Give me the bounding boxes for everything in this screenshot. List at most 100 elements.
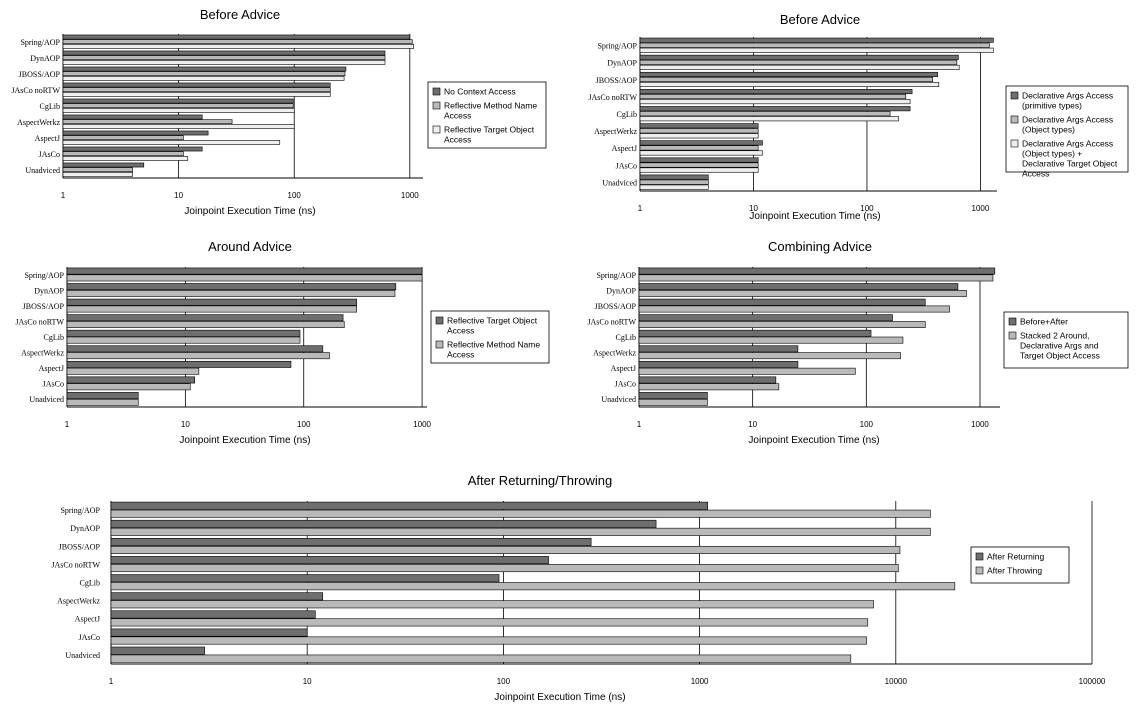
category-label: JBOSS/AOP bbox=[19, 70, 61, 79]
bar-aspectwerkz-reflective-target-object-access bbox=[62, 124, 295, 129]
x-axis-label: Joinpoint Execution Time (ns) bbox=[179, 435, 310, 446]
legend-swatch bbox=[1010, 115, 1019, 124]
category-label: JBOSS/AOP bbox=[596, 76, 638, 85]
x-tick-label: 100000 bbox=[1079, 677, 1106, 686]
category-label: CgLib bbox=[44, 333, 64, 342]
category-label: JAsCo noRTW bbox=[51, 560, 100, 569]
bar-dynaop-after-throwing bbox=[110, 527, 931, 536]
bar-dynaop-no-context-access bbox=[62, 50, 386, 56]
category-label: AspectJ bbox=[35, 134, 60, 143]
bar-aspectwerkz-stacked-2-around-declarative-args-and-target-object-access bbox=[638, 352, 901, 360]
x-tick-label: 1000 bbox=[691, 677, 709, 686]
category-label: AspectJ bbox=[39, 364, 64, 373]
category-label: AspectJ bbox=[612, 144, 637, 153]
x-tick-label: 10 bbox=[748, 420, 757, 429]
bar-jboss-aop-declarative-args-access-object-types bbox=[639, 76, 934, 82]
bar-jboss-aop-reflective-target-object-access bbox=[66, 298, 357, 306]
chart-title: After Returning/Throwing bbox=[468, 473, 613, 488]
chart-title: Around Advice bbox=[208, 239, 292, 254]
bar-jasco-nortw-after-returning bbox=[110, 556, 549, 565]
legend-label: No Context Access bbox=[444, 87, 516, 97]
bar-cglib-declarative-args-access-object-types bbox=[639, 111, 891, 117]
bar-aspectj-declarative-args-access-object-types-declarative-target-object-access bbox=[639, 150, 763, 156]
bar-unadviced-after-returning bbox=[110, 646, 205, 655]
x-axis-label: Joinpoint Execution Time (ns) bbox=[184, 206, 315, 217]
bar-unadviced-declarative-args-access-object-types bbox=[639, 179, 709, 185]
bar-jasco-before-after bbox=[638, 376, 777, 384]
category-label: Unadviced bbox=[602, 178, 637, 187]
bar-aspectwerkz-declarative-args-access-primitive-types bbox=[639, 123, 759, 129]
bar-dynaop-declarative-args-access-primitive-types bbox=[639, 54, 959, 60]
bar-dynaop-before-after bbox=[638, 283, 959, 291]
bar-cglib-reflective-target-object-access bbox=[62, 108, 295, 113]
bar-dynaop-after-returning bbox=[110, 519, 657, 528]
legend-swatch bbox=[975, 566, 984, 575]
bar-aspectj-stacked-2-around-declarative-args-and-target-object-access bbox=[638, 367, 856, 375]
legend-swatch bbox=[975, 552, 984, 561]
category-label: AspectJ bbox=[611, 364, 636, 373]
category-label: JBOSS/AOP bbox=[595, 302, 637, 311]
bar-spring-aop-reflective-target-object-access bbox=[62, 44, 414, 49]
bar-dynaop-reflective-method-name-access bbox=[66, 290, 396, 297]
x-tick-label: 1 bbox=[65, 420, 70, 429]
bar-dynaop-stacked-2-around-declarative-args-and-target-object-access bbox=[638, 290, 967, 297]
chart-title: Before Advice bbox=[780, 12, 860, 27]
bar-dynaop-reflective-target-object-access bbox=[66, 283, 397, 291]
x-axis-label: Joinpoint Execution Time (ns) bbox=[748, 435, 879, 446]
category-label: JBOSS/AOP bbox=[59, 542, 101, 551]
legend-label: Reflective Target Object Access bbox=[447, 316, 538, 336]
bar-spring-aop-declarative-args-access-primitive-types bbox=[639, 37, 994, 43]
bar-cglib-declarative-args-access-primitive-types bbox=[639, 106, 911, 112]
category-label: Unadviced bbox=[25, 166, 60, 175]
category-label: CgLib bbox=[617, 110, 637, 119]
bar-jasco-nortw-stacked-2-around-declarative-args-and-target-object-access bbox=[638, 321, 926, 328]
bar-jasco-nortw-reflective-target-object-access bbox=[62, 92, 331, 97]
chart-title: Before Advice bbox=[200, 7, 280, 22]
bar-jasco-declarative-args-access-object-types bbox=[639, 162, 759, 168]
category-label: Unadviced bbox=[65, 651, 100, 660]
category-label: Spring/AOP bbox=[20, 38, 60, 47]
bar-jasco-nortw-before-after bbox=[638, 314, 893, 322]
chart-4: Combining Advice 1 10 100 1000 Joinpoint Exec… bbox=[587, 239, 1129, 446]
bar-aspectwerkz-reflective-target-object-access bbox=[66, 345, 324, 353]
bar-unadviced-reflective-method-name-access bbox=[62, 167, 133, 173]
category-label: JAsCo noRTW bbox=[587, 317, 636, 326]
x-tick-label: 1000 bbox=[401, 191, 419, 200]
category-label: JAsCo bbox=[616, 161, 637, 170]
category-label: Spring/AOP bbox=[597, 42, 637, 51]
bar-jboss-aop-after-returning bbox=[110, 538, 592, 546]
x-tick-label: 1 bbox=[638, 204, 643, 213]
legend: Reflective Target Object Access Reflective… bbox=[430, 310, 550, 364]
bar-cglib-after-returning bbox=[110, 574, 500, 583]
bar-dynaop-reflective-target-object-access bbox=[62, 60, 386, 65]
bar-jasco-reflective-method-name-access bbox=[66, 383, 191, 391]
chart-2: Before Advice 1 10 100 1000 Joinpoint Executi… bbox=[588, 12, 1129, 222]
bar-jasco-after-returning bbox=[110, 628, 308, 637]
x-tick-label: 10000 bbox=[885, 677, 908, 686]
bar-spring-aop-after-throwing bbox=[110, 509, 931, 518]
bar-cglib-before-after bbox=[638, 329, 872, 337]
legend-box bbox=[970, 546, 1070, 584]
bar-jasco-nortw-declarative-args-access-object-types bbox=[639, 94, 907, 100]
bar-unadviced-reflective-target-object-access bbox=[62, 172, 133, 177]
category-label: JBOSS/AOP bbox=[23, 302, 65, 311]
legend-swatch bbox=[1010, 91, 1019, 100]
legend: After Returning After Throwing bbox=[970, 546, 1070, 584]
chart-3: Around Advice 1 10 100 1000 Joinpoint Executi… bbox=[15, 239, 550, 446]
bar-jboss-aop-no-context-access bbox=[62, 66, 347, 72]
chart-5: After Returning/Throwing 1 10 100 1000 10000 1… bbox=[51, 473, 1106, 703]
bar-jasco-nortw-declarative-args-access-primitive-types bbox=[639, 89, 913, 95]
bar-unadviced-reflective-method-name-access bbox=[66, 398, 139, 406]
bar-jboss-aop-after-throwing bbox=[110, 545, 901, 554]
category-label: CgLib bbox=[40, 102, 60, 111]
bar-unadviced-before-after bbox=[638, 392, 708, 399]
legend-box bbox=[1003, 311, 1129, 369]
bar-jboss-aop-declarative-args-access-object-types-declarative-target-object-access bbox=[639, 81, 940, 88]
bar-aspectj-reflective-target-object-access bbox=[66, 360, 292, 368]
bar-unadviced-reflective-target-object-access bbox=[66, 392, 139, 399]
x-tick-label: 1000 bbox=[971, 420, 989, 429]
chart-1: Before Advice 1 10 100 1000 Joinpoint Executi… bbox=[11, 7, 547, 217]
category-label: AspectWerkz bbox=[17, 118, 60, 127]
legend-swatch bbox=[1010, 139, 1019, 148]
